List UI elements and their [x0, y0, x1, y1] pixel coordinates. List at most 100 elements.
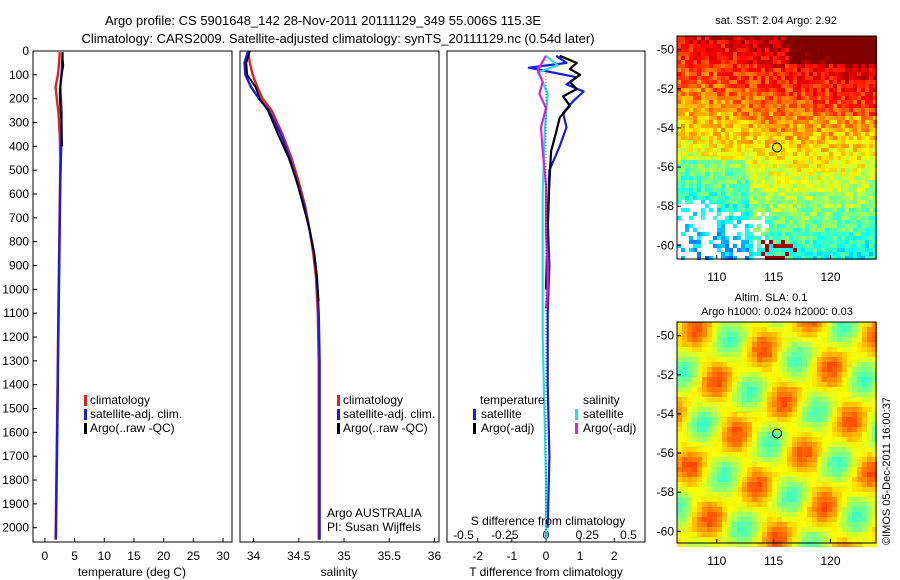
sst-cell	[801, 140, 805, 144]
sst-cell	[873, 184, 877, 188]
sla-cell	[777, 477, 782, 482]
sst-cell	[821, 156, 825, 160]
sst-cell	[697, 88, 701, 92]
sst-cell	[677, 160, 681, 164]
sst-cell	[825, 156, 829, 160]
sst-cell	[853, 172, 857, 176]
sla-cell	[857, 457, 862, 462]
sla-cell	[842, 362, 847, 367]
sla-cell	[707, 387, 712, 392]
sla-cell	[682, 502, 687, 507]
sst-cell	[709, 204, 713, 208]
sla-cell	[722, 347, 727, 352]
sst-cell	[733, 136, 737, 140]
sst-cell	[805, 216, 809, 220]
diff-legend-label-temp-argo: Argo(-adj)	[481, 421, 534, 435]
sst-cell	[733, 152, 737, 156]
sst-cell	[837, 208, 841, 212]
sst-cell	[725, 88, 729, 92]
sst-cell	[841, 72, 845, 76]
sla-cell	[757, 467, 762, 472]
sst-cell	[865, 112, 869, 116]
sst-cell	[869, 240, 873, 244]
sst-cell	[785, 256, 789, 260]
sst-cell	[677, 96, 681, 100]
sla-cell	[797, 522, 802, 527]
sst-cell	[765, 208, 769, 212]
sst-cell	[693, 64, 697, 68]
sst-cell	[813, 224, 817, 228]
sst-cell	[801, 64, 805, 68]
sst-cell	[749, 40, 753, 44]
sla-cell	[702, 502, 707, 507]
sst-cell	[833, 112, 837, 116]
sla-cell	[697, 492, 702, 497]
sst-cell	[793, 108, 797, 112]
sst-cell	[773, 240, 777, 244]
sla-cell	[712, 522, 717, 527]
sst-cell	[869, 132, 873, 136]
sla-cell	[762, 382, 767, 387]
sla-cell	[852, 417, 857, 422]
sst-cell	[869, 172, 873, 176]
sst-cell	[853, 80, 857, 84]
sst-cell	[829, 68, 833, 72]
sst-cell	[705, 176, 709, 180]
sla-cell	[847, 472, 852, 477]
sla-cell	[792, 372, 797, 377]
sla-cell	[697, 407, 702, 412]
sla-cell	[807, 417, 812, 422]
sla-cell	[792, 357, 797, 362]
sst-cell	[733, 124, 737, 128]
sla-cell	[852, 542, 857, 547]
sst-cell	[729, 88, 733, 92]
sst-cell	[821, 212, 825, 216]
sst-cell	[869, 36, 873, 40]
sst-cell	[777, 40, 781, 44]
sst-cell	[701, 248, 705, 252]
sst-cell	[857, 84, 861, 88]
sla-cell	[852, 342, 857, 347]
sla-cell	[682, 462, 687, 467]
sla-cell	[852, 392, 857, 397]
sla-cell	[862, 532, 867, 537]
sla-cell	[787, 382, 792, 387]
sla-cell	[817, 367, 822, 372]
sst-cell	[677, 180, 681, 184]
sla-cell	[742, 467, 747, 472]
sst-cell	[785, 152, 789, 156]
sst-cell	[829, 228, 833, 232]
sst-cell	[809, 64, 813, 68]
sla-cell	[872, 542, 877, 547]
sst-cell	[805, 80, 809, 84]
sla-cell	[797, 377, 802, 382]
sst-cell	[873, 108, 877, 112]
sla-cell	[727, 377, 732, 382]
sst-cell	[805, 176, 809, 180]
sla-cell	[862, 442, 867, 447]
sst-cell	[865, 196, 869, 200]
sla-cell	[732, 467, 737, 472]
sla-cell	[807, 322, 812, 327]
sst-cell	[837, 148, 841, 152]
sst-cell	[729, 232, 733, 236]
sst-cell	[737, 252, 741, 256]
sst-cell	[821, 140, 825, 144]
sla-cell	[687, 457, 692, 462]
sla-cell	[752, 532, 757, 537]
sst-cell	[709, 208, 713, 212]
sst-cell	[701, 224, 705, 228]
sla-cell	[752, 502, 757, 507]
sla-cell	[717, 442, 722, 447]
sst-cell	[805, 112, 809, 116]
sla-cell	[697, 497, 702, 502]
sla-cell	[817, 462, 822, 467]
sla-cell	[717, 437, 722, 442]
sla-cell	[797, 362, 802, 367]
sla-cell	[777, 397, 782, 402]
sst-cell	[801, 44, 805, 48]
sla-cell	[712, 442, 717, 447]
sst-cell	[821, 96, 825, 100]
sst-cell	[725, 160, 729, 164]
sla-cell	[797, 432, 802, 437]
